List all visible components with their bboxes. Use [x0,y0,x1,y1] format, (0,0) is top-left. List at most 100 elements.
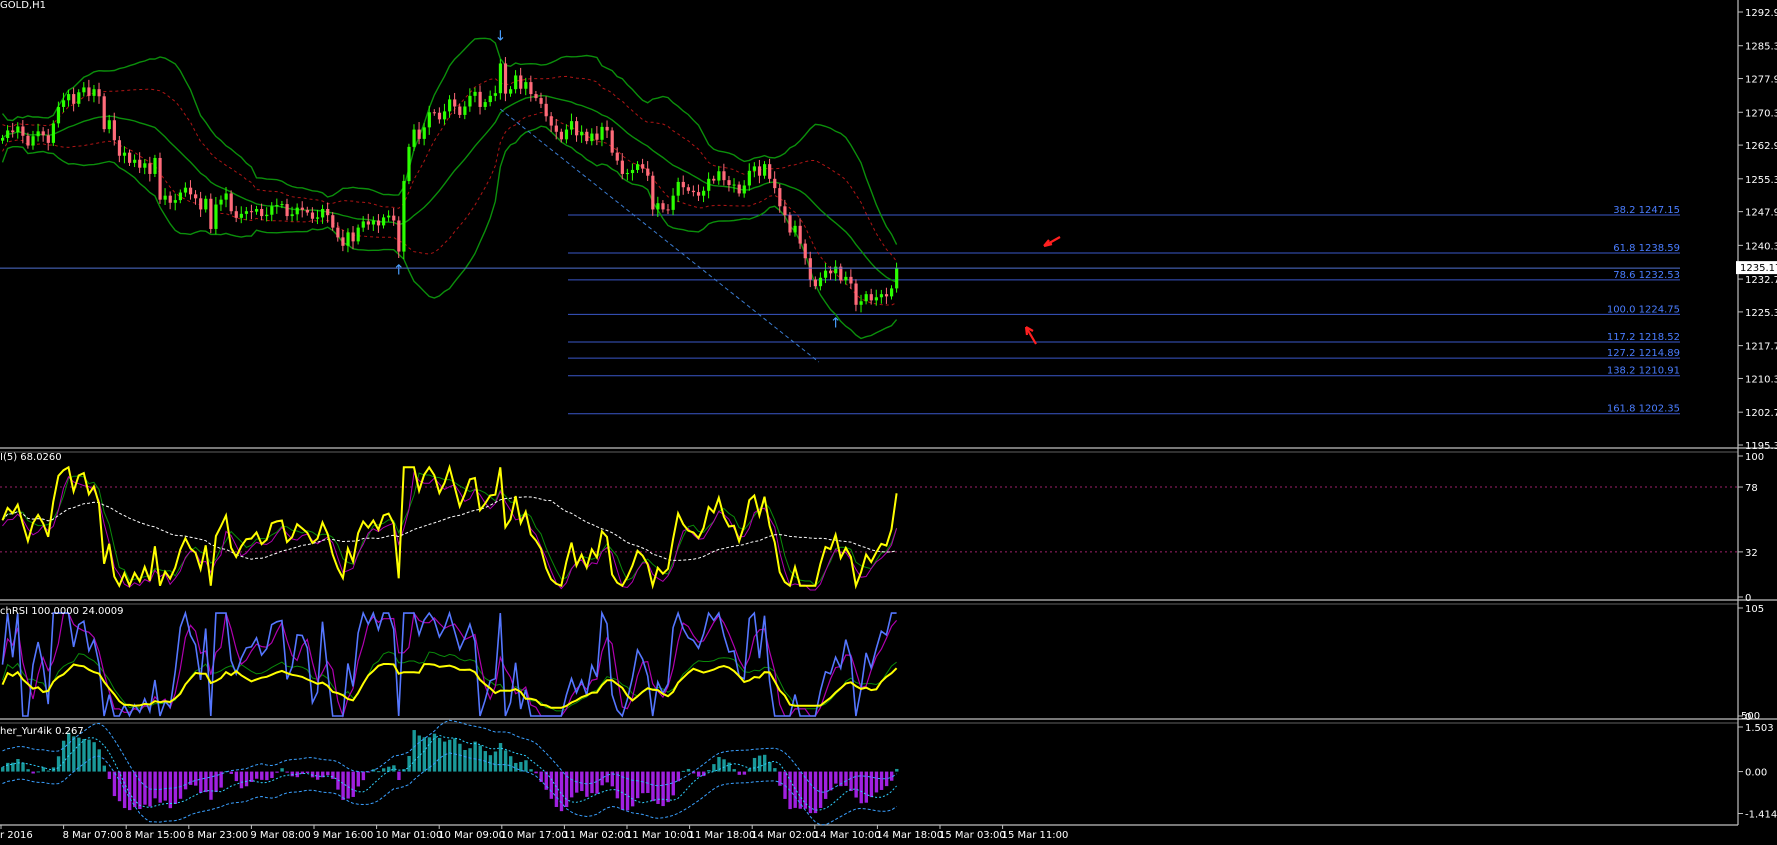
candle-body [376,220,381,226]
candle-body [605,126,609,131]
candle-body [630,169,635,174]
fib-label: 161.8 1202.35 [1607,404,1680,415]
fisher-bar [168,771,173,809]
fisher-bar [26,769,30,772]
fisher-bar [188,771,193,785]
candle-body [737,184,741,194]
fisher-bar [382,768,386,772]
candle-body [183,187,188,193]
rsi-tick-label: 0 [1745,593,1751,604]
candle-body [600,126,604,140]
fisher-bar [879,771,884,790]
candle-body [757,166,762,176]
candle-body [503,63,508,94]
candle-body [427,112,431,128]
time-tick-label: 11 Mar 18:00 [689,830,756,841]
candle-body [412,129,416,147]
candle-body [610,130,614,153]
fisher-bar [427,737,432,772]
candle-body [346,232,350,246]
fibonacci-levels[interactable]: 38.2 1247.15 61.8 1238.59 78.6 1232.53 100.… [568,205,1680,415]
candle-body [895,267,899,289]
candle-body [575,121,579,136]
fisher-bar [67,732,71,772]
fisher-bar [600,771,604,786]
fisher-bar [432,733,437,772]
candle-body [686,187,690,191]
candle-body [422,127,426,139]
candle-body [651,175,655,210]
candle-body [763,164,767,176]
fisher-bar [244,771,249,787]
price-tick-label: 1225.30 [1745,308,1777,319]
candle-body [321,208,325,218]
fisher-bar [503,750,508,772]
trendline-dashed[interactable] [500,108,820,363]
arrow-top [1043,236,1061,248]
candle-body [209,198,213,229]
time-tick-label: 8 Mar 23:00 [188,830,248,841]
fisher-bar [722,759,726,772]
fisher-bar [793,771,797,808]
candle-body [11,130,15,133]
candle-body [128,152,132,163]
candle-body [295,207,299,215]
fisher-bar [463,749,467,772]
candle-body [361,221,365,228]
candle-body [397,220,401,252]
candle-body [874,297,878,301]
candle-body [36,131,40,137]
fisher-tick-label: 1.503 [1745,723,1774,734]
fisher-bar [686,768,691,772]
fisher-bar [681,770,686,772]
fisher-bar [453,738,457,772]
fisher-tick-label: 0.00 [1745,768,1767,779]
candle-body [641,164,645,169]
fisher-bar [702,771,706,777]
fisher-bar [133,771,137,808]
fisher-signal [2,734,897,811]
band-upper [1,37,898,245]
candle-body [478,91,482,107]
candle-body [229,193,233,212]
fisher-bar [859,771,863,804]
rsi-average [2,496,897,561]
stoch-bottom-tick: 500 [1741,711,1760,722]
fisher-bar [239,771,244,789]
fisher-bar [829,771,833,791]
pane-frame [0,0,1777,826]
fisher-bar [336,771,340,790]
candle-body [539,98,543,104]
candle-body [158,157,162,200]
candle-body [194,194,198,199]
time-tick-label: 9 Mar 08:00 [250,830,310,841]
price-tick-label: 1210.30 [1745,374,1777,385]
candle-body [620,160,624,174]
candle-body [524,82,528,89]
fisher-bar [1,767,5,772]
candle-body [580,131,584,136]
candle-body [595,133,599,140]
candle-body [534,94,538,99]
fisher-bar [834,771,838,784]
fisher-bar [534,771,538,774]
fisher-bar [823,771,828,799]
fisher-bar [493,751,498,772]
candle-body [615,152,619,161]
candle-body [270,206,274,215]
candle-body [46,135,50,143]
candle-body [77,92,81,104]
candle-body [869,294,873,301]
fisher-bar [742,771,747,775]
candle-body [671,195,675,210]
swing-high-marker: ↓ [494,29,506,45]
rsi-signal-magenta [2,471,898,591]
current-price-label: 1235.17 [1740,263,1777,274]
time-tick-label: 10 Mar 09:00 [438,830,505,841]
fisher-bar [498,743,503,772]
fisher-bar [509,756,513,772]
candle-body [854,283,858,305]
